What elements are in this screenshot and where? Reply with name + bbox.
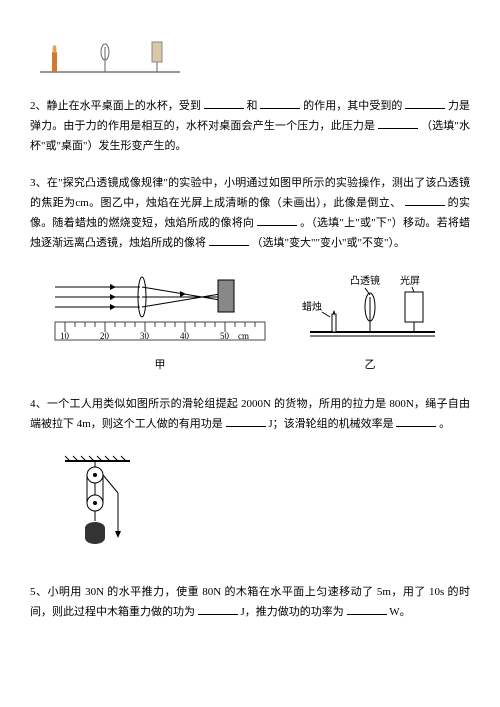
q2-blank-1 — [204, 97, 244, 109]
ruler-10: 10 — [60, 331, 70, 341]
q1-figure — [30, 32, 470, 77]
q2-blank-2 — [260, 97, 300, 109]
q1-diagram — [30, 32, 190, 77]
ruler-20: 20 — [100, 331, 110, 341]
screen-label: 光屏 — [400, 274, 420, 287]
lens-label: 凸透镜 — [350, 274, 380, 287]
q3-figures: 10 20 30 40 50 cm 甲 凸透镜 光屏 蜡烛 — [50, 272, 470, 376]
question-2: 2、静止在水平桌面上的水杯，受到 和 的作用，其中受到的 力是弹力。由于力的作用… — [30, 97, 470, 156]
ruler-40: 40 — [180, 331, 190, 341]
q3-blank-2 — [257, 214, 297, 226]
question-5: 5、小明用 30N 的水平推力，使重 80N 的木箱在水平面上匀速移动了 5m，… — [30, 583, 470, 623]
q3-diagram-left: 10 20 30 40 50 cm — [50, 272, 270, 352]
q3-blank-3 — [209, 234, 249, 246]
q3-text-4: （选填"变大""变小"或"不变"）。 — [252, 237, 405, 249]
question-3: 3、在"探究凸透镜成像规律"的实验中，小明通过如图甲所示的实验操作，测出了该凸透… — [30, 174, 470, 253]
question-4: 4、一个工人用类似如图所示的滑轮组提起 2000N 的货物，所用的拉力是 800… — [30, 395, 470, 435]
q3-label-left: 甲 — [50, 356, 270, 376]
q3-label-right: 乙 — [300, 356, 440, 376]
q4-figure — [60, 453, 470, 563]
q3-blank-1 — [405, 194, 445, 206]
q4-diagram — [60, 453, 150, 563]
candle-label: 蜡烛 — [302, 300, 322, 313]
q2-blank-4 — [378, 117, 418, 129]
q2-text-3: 的作用，其中受到的 — [303, 100, 402, 112]
q4-blank-2 — [396, 415, 436, 427]
q4-blank-1 — [226, 415, 266, 427]
q3-figure-right: 凸透镜 光屏 蜡烛 乙 — [300, 272, 440, 376]
q5-text-3: W。 — [389, 606, 410, 618]
q4-text-3: 。 — [439, 418, 450, 430]
ruler-30: 30 — [140, 331, 150, 341]
q2-blank-3 — [405, 97, 445, 109]
ruler-50: 50 — [220, 331, 230, 341]
q2-text-2: 和 — [247, 100, 258, 112]
q5-blank-1 — [198, 603, 238, 615]
q5-text-2: J，推力做功的功率为 — [241, 606, 344, 618]
q5-blank-2 — [347, 603, 387, 615]
q2-text-1: 2、静止在水平桌面上的水杯，受到 — [30, 100, 201, 112]
q3-figure-left: 10 20 30 40 50 cm 甲 — [50, 272, 270, 376]
ruler-unit: cm — [238, 331, 249, 341]
q3-diagram-right: 凸透镜 光屏 蜡烛 — [300, 272, 440, 352]
q4-text-2: J；该滑轮组的机械效率是 — [268, 418, 393, 430]
